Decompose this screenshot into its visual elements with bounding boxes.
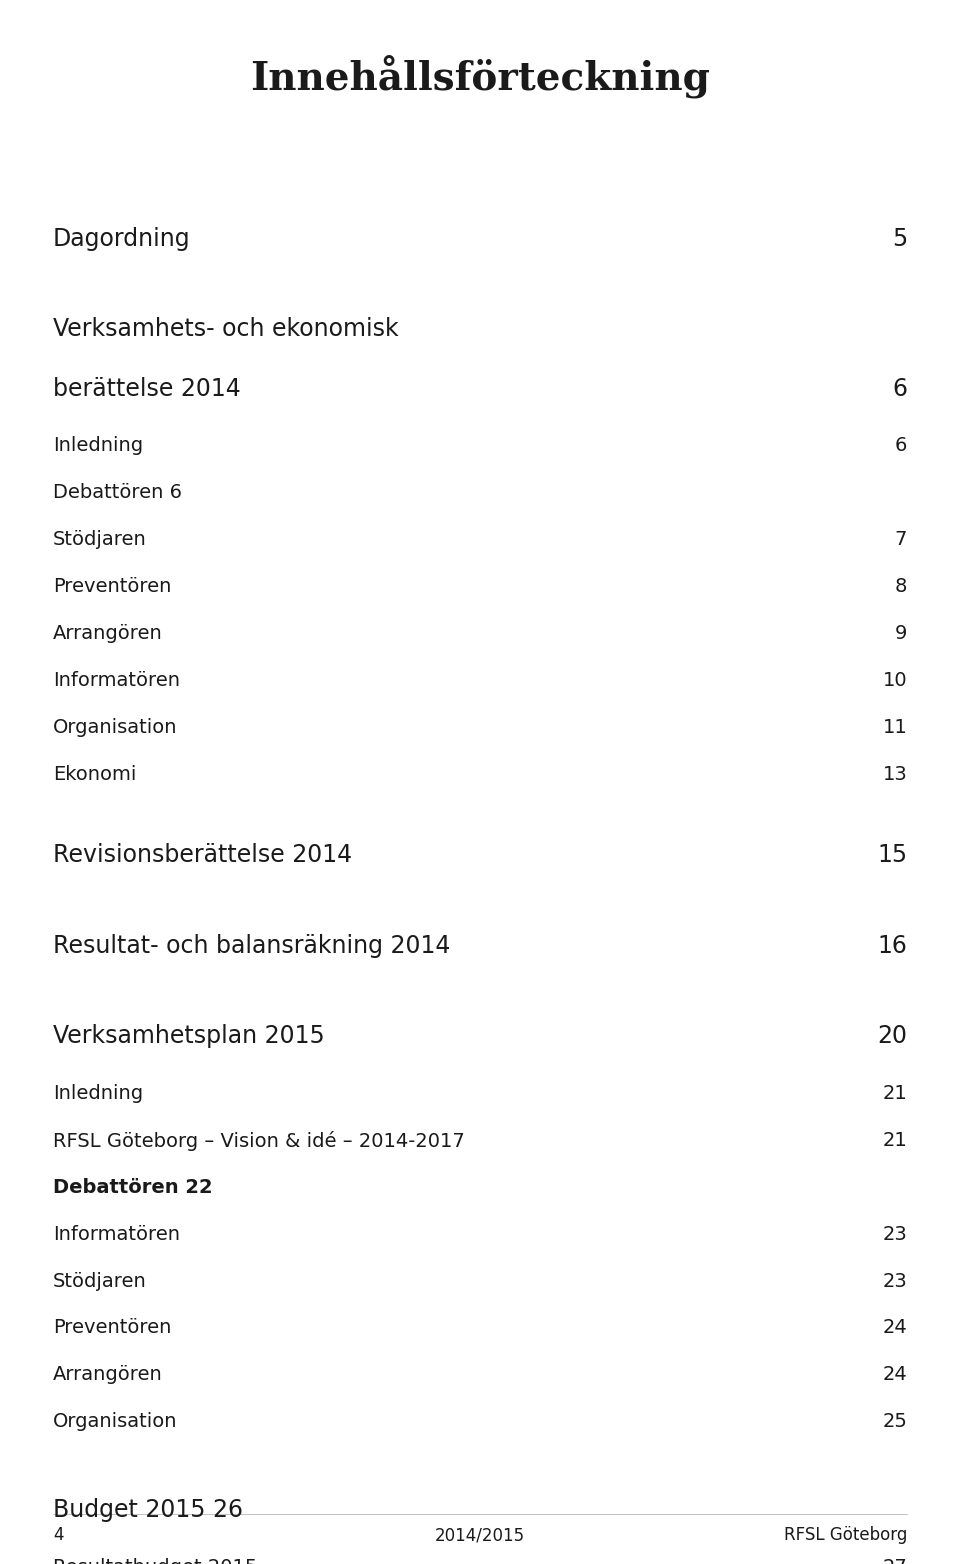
- Text: 7: 7: [895, 530, 907, 549]
- Text: 11: 11: [882, 718, 907, 737]
- Text: 21: 21: [882, 1084, 907, 1103]
- Text: Inledning: Inledning: [53, 1084, 143, 1103]
- Text: 16: 16: [877, 934, 907, 957]
- Text: 25: 25: [882, 1412, 907, 1431]
- Text: berättelse 2014: berättelse 2014: [53, 377, 241, 400]
- Text: Verksamhetsplan 2015: Verksamhetsplan 2015: [53, 1024, 324, 1048]
- Text: RFSL Göteborg – Vision & idé – 2014-2017: RFSL Göteborg – Vision & idé – 2014-2017: [53, 1131, 465, 1151]
- Text: RFSL Göteborg: RFSL Göteborg: [783, 1526, 907, 1545]
- Text: Preventören: Preventören: [53, 577, 171, 596]
- Text: Debattören 22: Debattören 22: [53, 1178, 212, 1196]
- Text: 23: 23: [882, 1225, 907, 1243]
- Text: Organisation: Organisation: [53, 718, 178, 737]
- Text: Informatören: Informatören: [53, 671, 180, 690]
- Text: 15: 15: [877, 843, 907, 866]
- Text: 24: 24: [882, 1365, 907, 1384]
- Text: Verksamhets- och ekonomisk: Verksamhets- och ekonomisk: [53, 317, 398, 341]
- Text: 2014/2015: 2014/2015: [435, 1526, 525, 1545]
- Text: Dagordning: Dagordning: [53, 227, 190, 250]
- Text: Arrangören: Arrangören: [53, 1365, 162, 1384]
- Text: Stödjaren: Stödjaren: [53, 1272, 147, 1290]
- Text: Arrangören: Arrangören: [53, 624, 162, 643]
- Text: Innehållsförteckning: Innehållsförteckning: [250, 55, 710, 99]
- Text: Debattören 6: Debattören 6: [53, 483, 181, 502]
- Text: 10: 10: [882, 671, 907, 690]
- Text: Resultatbudget 2015: Resultatbudget 2015: [53, 1558, 257, 1564]
- Text: 21: 21: [882, 1131, 907, 1150]
- Text: Budget 2015 26: Budget 2015 26: [53, 1498, 243, 1522]
- Text: 5: 5: [892, 227, 907, 250]
- Text: Organisation: Organisation: [53, 1412, 178, 1431]
- Text: 8: 8: [895, 577, 907, 596]
- Text: Inledning: Inledning: [53, 436, 143, 455]
- Text: 9: 9: [895, 624, 907, 643]
- Text: Resultat- och balansräkning 2014: Resultat- och balansräkning 2014: [53, 934, 450, 957]
- Text: 23: 23: [882, 1272, 907, 1290]
- Text: Stödjaren: Stödjaren: [53, 530, 147, 549]
- Text: 6: 6: [895, 436, 907, 455]
- Text: Revisionsberättelse 2014: Revisionsberättelse 2014: [53, 843, 352, 866]
- Text: 27: 27: [882, 1558, 907, 1564]
- Text: Informatören: Informatören: [53, 1225, 180, 1243]
- Text: 13: 13: [882, 765, 907, 784]
- Text: Ekonomi: Ekonomi: [53, 765, 136, 784]
- Text: Preventören: Preventören: [53, 1318, 171, 1337]
- Text: 6: 6: [892, 377, 907, 400]
- Text: 20: 20: [877, 1024, 907, 1048]
- Text: 4: 4: [53, 1526, 63, 1545]
- Text: 24: 24: [882, 1318, 907, 1337]
